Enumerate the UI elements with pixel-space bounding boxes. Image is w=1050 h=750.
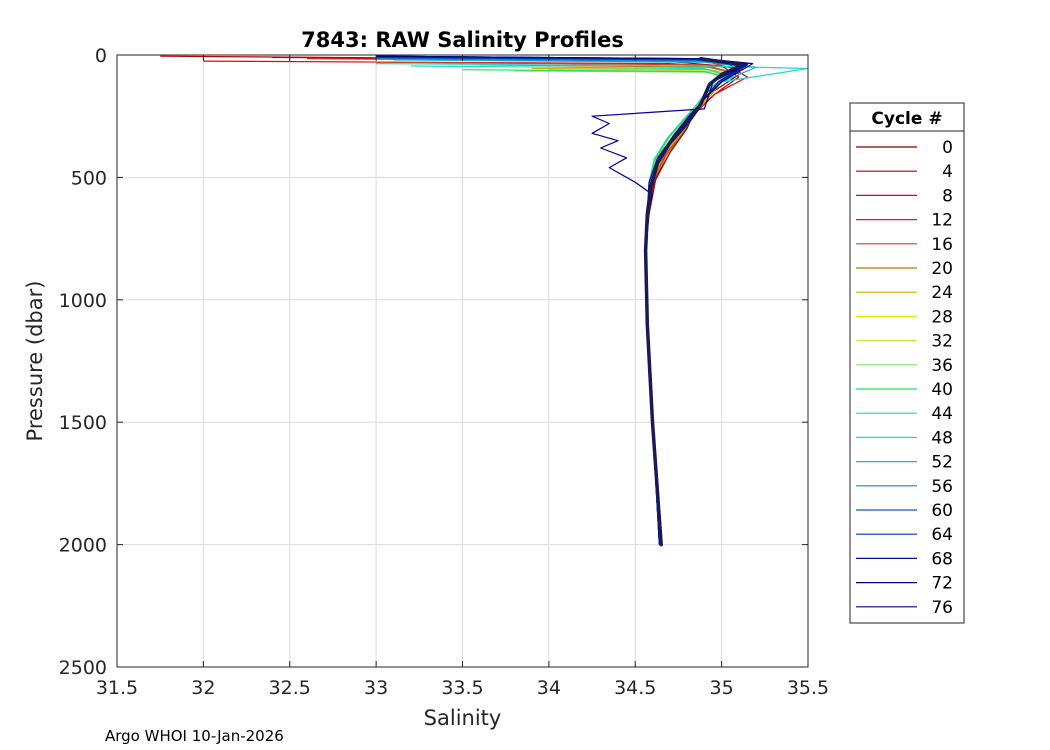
- x-axis-label: Salinity: [424, 706, 502, 730]
- profile-line-cycle-32: [548, 69, 730, 545]
- legend-label: 24: [931, 283, 953, 303]
- profile-line-cycle-36: [514, 70, 728, 545]
- profile-line-cycle-76: [376, 55, 749, 545]
- x-tick-label: 34.5: [614, 677, 656, 699]
- profile-line-cycle-52: [393, 59, 757, 545]
- profile-line-cycle-68: [376, 55, 749, 545]
- legend-label: 60: [931, 501, 953, 521]
- legend-label: 4: [942, 162, 953, 182]
- legend: Cycle #048121620242832364044485256606468…: [849, 102, 965, 624]
- legend-label: 0: [942, 138, 953, 158]
- x-tick-label: 31.5: [96, 677, 138, 699]
- x-tick-label: 32: [191, 677, 215, 699]
- profile-line-cycle-24: [531, 67, 733, 545]
- legend-label: 20: [931, 259, 953, 279]
- y-tick-label: 2500: [59, 657, 107, 679]
- tick-layer: 31.5 32 32.5 33 33.5 34 34.5 35 35.5 0 500 1000 1500…: [59, 45, 830, 699]
- legend-label: 40: [931, 380, 953, 400]
- y-tick-label: 500: [71, 167, 107, 189]
- legend-label: 48: [931, 428, 953, 448]
- legend-label: 32: [931, 332, 953, 352]
- legend-label: 44: [931, 404, 953, 424]
- legend-label: 72: [931, 574, 953, 594]
- y-tick-label: 2000: [59, 535, 107, 557]
- legend-box: [849, 102, 965, 624]
- profile-line-cycle-40: [462, 69, 726, 545]
- x-tick-label: 33: [364, 677, 388, 699]
- profile-line-cycle-4: [160, 55, 740, 545]
- x-tick-label: 34: [537, 677, 561, 699]
- mean-profile-line: [643, 56, 745, 547]
- legend-label: 68: [931, 549, 953, 569]
- legend-label: 16: [931, 235, 953, 255]
- legend-label: 28: [931, 307, 953, 327]
- legend-label: 64: [931, 525, 953, 545]
- x-tick-label: 32.5: [269, 677, 311, 699]
- x-tick-label: 35: [710, 677, 734, 699]
- legend-title: Cycle #: [871, 109, 942, 129]
- profile-line-cycle-8: [203, 60, 749, 545]
- y-tick-label: 0: [95, 45, 107, 67]
- footer-text: Argo WHOI 10-Jan-2026: [105, 727, 284, 745]
- legend-label: 52: [931, 453, 953, 473]
- legend-label: 36: [931, 356, 953, 376]
- x-tick-label: 33.5: [441, 677, 483, 699]
- y-tick-label: 1000: [59, 290, 107, 312]
- chart-title: 7843: RAW Salinity Profiles: [301, 28, 624, 52]
- legend-label: 56: [931, 477, 953, 497]
- legend-label: 12: [931, 211, 953, 231]
- profile-line-cycle-64: [376, 56, 749, 545]
- legend-label: 8: [942, 186, 953, 206]
- y-axis-label: Pressure (dbar): [23, 281, 47, 442]
- profile-line-cycle-0: [272, 56, 740, 545]
- profile-line-cycle-72: [376, 55, 754, 545]
- profile-line-cycle-60: [376, 56, 744, 545]
- profile-line-cycle-48: [376, 63, 809, 545]
- grid-layer: [116, 54, 809, 668]
- x-tick-label: 35.5: [787, 677, 829, 699]
- y-tick-label: 1500: [59, 412, 107, 434]
- profile-line-cycle-20: [479, 64, 737, 545]
- legend-label: 76: [931, 598, 953, 618]
- data-layer: [160, 55, 809, 547]
